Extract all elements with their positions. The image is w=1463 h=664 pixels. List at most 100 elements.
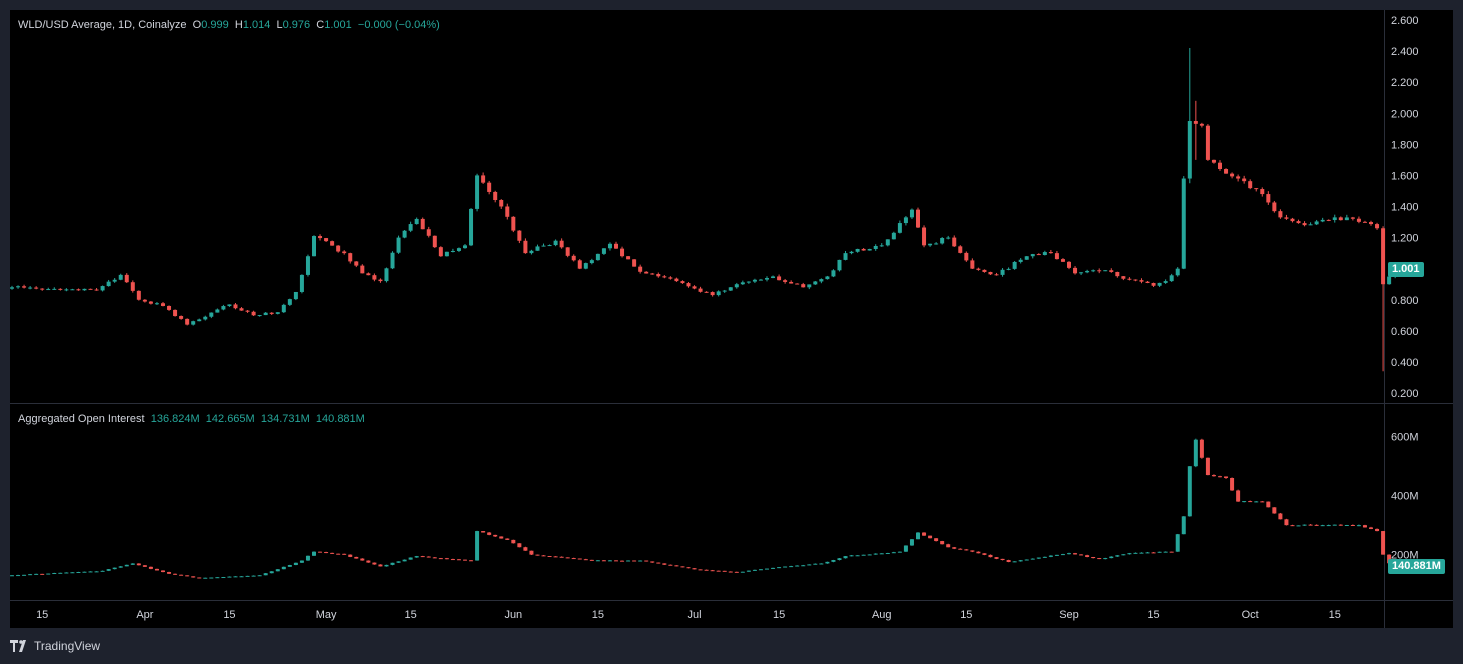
price-candle [1121,276,1126,279]
price-candle [46,289,51,291]
price-candle [305,256,310,275]
oi-candle [505,538,510,540]
low-value: 0.976 [282,19,311,31]
oi-candle [227,576,232,578]
price-candle [22,286,27,288]
price-candle [64,289,69,291]
price-candle [10,287,14,289]
oi-candle [1332,524,1337,526]
price-candle [251,311,256,316]
price-candle [1127,278,1132,280]
chart-frame: 2.600 2.400 2.200 2.000 1.800 1.600 1.400 1.200… [10,10,1453,628]
price-candle [1205,125,1210,160]
oi-candle [438,558,443,560]
price-candle [1157,282,1162,286]
price-candle [614,243,618,249]
oi-candle [215,577,220,579]
oi-candle [795,565,800,567]
price-candle [1350,217,1355,219]
oi-candle [1060,554,1065,556]
price-candle [1290,218,1295,222]
price-candle [154,303,159,305]
oi-candle [130,563,135,565]
price-candle [348,253,353,262]
oi-candle [58,572,63,574]
price-candle [1060,259,1065,262]
oi-candle [1187,466,1192,517]
price-candle [438,247,443,257]
time-axis-tick: May [316,609,337,621]
oi-title[interactable]: Aggregated Open Interest [18,413,145,425]
oi-candle [559,556,564,558]
oi-candle [360,558,365,561]
oi-candle [529,550,534,555]
oi-candle [946,544,951,548]
oi-candle [1350,524,1355,526]
oi-candle [1006,560,1011,562]
time-axis-tick: 15 [36,609,48,621]
oi-candle [16,575,21,577]
price-candle [692,286,697,289]
price-candle [752,279,757,282]
oi-candle [517,543,522,548]
price-candle [330,241,335,246]
price-candle [988,271,993,275]
oi-candle [807,564,812,566]
oi-candle [891,552,896,554]
price-axis-tick: 0.600 [1391,326,1419,338]
oi-candle [70,572,75,574]
price-candle [432,235,437,248]
price-candle [656,274,661,277]
tradingview-brand[interactable]: TradingView [34,639,101,653]
oi-candle [837,558,842,561]
price-candle [916,209,920,228]
oi-candle [583,559,588,561]
price-candle [384,268,389,282]
price-candle [487,182,492,192]
oi-candle [686,567,691,569]
price-candle [1000,269,1005,275]
price-candle [505,206,510,217]
symbol-title[interactable]: WLD/USD Average, 1D, Coinalyze [18,19,187,31]
price-candle [855,248,860,252]
oi-candle [922,532,927,536]
oi-candle [1157,551,1162,553]
oi-candle [765,568,769,570]
price-candle [831,270,836,277]
chart-canvas[interactable]: 2.600 2.400 2.200 2.000 1.800 1.600 1.400 1.200… [10,10,1453,628]
price-candle [1308,224,1313,226]
oi-candle [318,551,323,553]
oi-candle [789,566,794,568]
price-candle [958,246,963,253]
price-candle [541,245,546,247]
price-candle [1338,217,1343,221]
price-candle [1314,221,1319,225]
oi-candle [46,573,51,575]
price-axis-tick: 1.200 [1391,233,1419,245]
oi-candle [1085,555,1090,557]
oi-low-value: 134.731M [260,413,310,425]
price-candle [106,281,111,287]
price-candle [408,224,413,231]
price-candle [82,288,87,291]
oi-candle [161,570,165,573]
oi-candle [1326,525,1331,527]
oi-candle [426,556,431,558]
tradingview-logo-icon[interactable] [10,640,30,652]
price-candle [1344,217,1349,221]
time-axis-tick: 15 [773,609,785,621]
price-candle [1254,188,1259,190]
price-candle [1326,219,1331,221]
oi-candle [1036,557,1041,559]
oi-candle [245,575,250,577]
oi-legend: Aggregated Open Interest 136.824M 142.66… [18,413,365,425]
oi-candle [668,564,673,566]
price-candle [595,253,600,261]
price-candle [547,245,552,247]
price-candle [638,266,643,272]
oi-candle [414,556,419,558]
oi-candle [662,563,667,565]
price-candle [849,251,854,254]
price-candle [795,283,800,285]
oi-candle [64,572,69,574]
